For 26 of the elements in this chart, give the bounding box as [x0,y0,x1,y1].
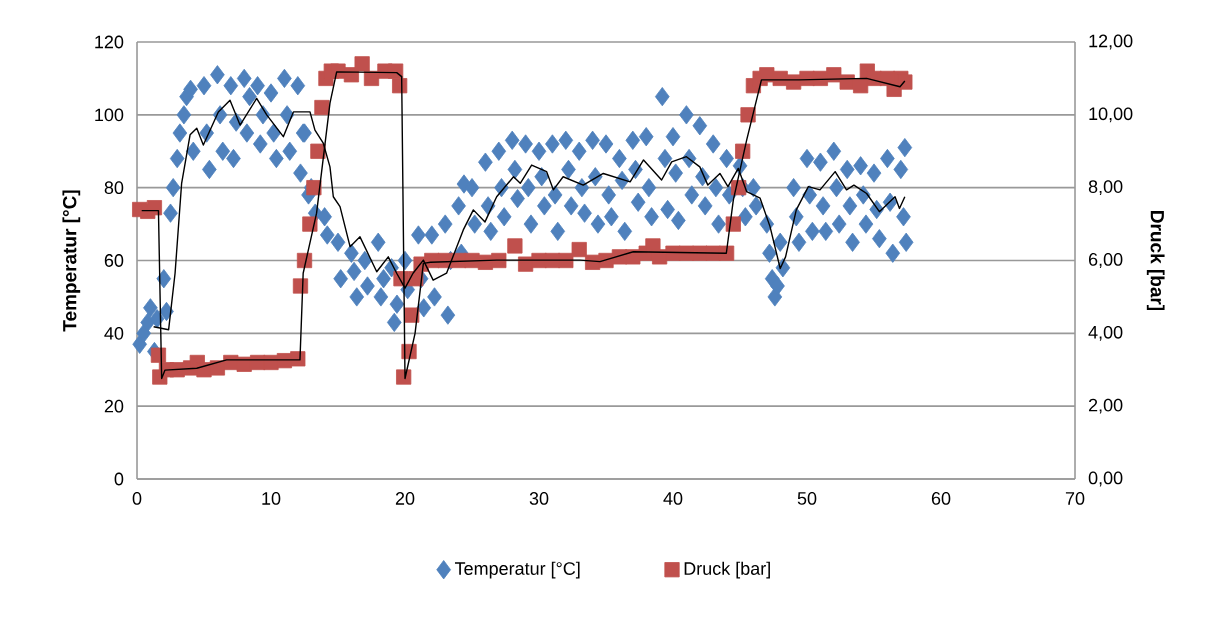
y-tick-label: 40 [104,326,124,340]
x-tick-label: 50 [797,492,817,505]
x-tick-label: 30 [529,492,549,505]
legend-label: Temperatur [°C] [454,561,580,579]
x-tick-label: 60 [931,492,951,505]
x-tick-label: 0 [132,492,142,505]
y-tick-label: 120 [95,35,124,49]
y-tick-label: 20 [104,399,124,413]
y2-tick-label: 10,00 [1089,107,1133,123]
y-tick-label: 100 [95,108,124,122]
x-tick-label: 40 [663,492,683,505]
y2-tick-label: 4,00 [1088,325,1123,341]
y-axis-title: Temperatur [°C] [62,190,81,332]
y2-tick-label: 8,00 [1088,180,1123,196]
y-tick-label: 0 [114,472,124,486]
y2-tick-label: 6,00 [1088,253,1123,268]
x-tick-label: 70 [1065,492,1085,505]
y2-tick-label: 12,00 [1089,34,1133,50]
y2-tick-label: 2,00 [1088,398,1123,414]
y-tick-label: 80 [104,181,124,195]
y2-tick-label: 0,00 [1088,471,1123,487]
legend-label: Druck [bar] [684,561,770,579]
y-tick-label: 60 [104,254,124,267]
x-tick-label: 10 [262,492,281,505]
y2-axis-title: Druck [bar] [1146,211,1165,311]
x-tick-label: 20 [395,492,415,505]
